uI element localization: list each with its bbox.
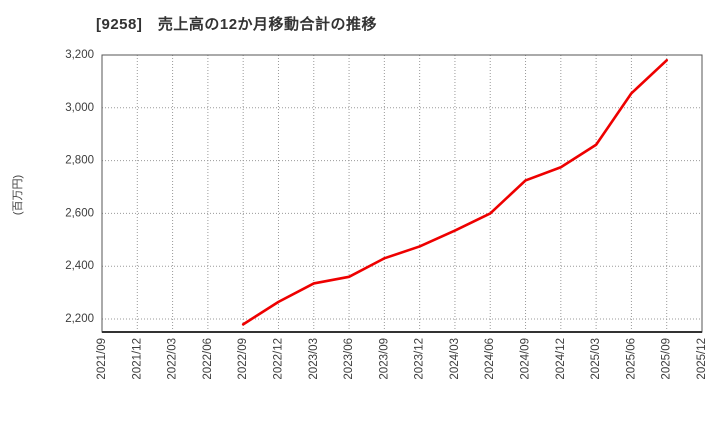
gridlines	[101, 54, 703, 332]
svg-text:2022/03: 2022/03	[167, 338, 179, 380]
x-tick-labels: 2021/09 2021/12 2022/03 2022/06 2022/09 2022/…	[96, 338, 708, 380]
svg-text:2025/12: 2025/12	[696, 338, 708, 380]
svg-text:2024/09: 2024/09	[520, 338, 532, 380]
svg-text:3,000: 3,000	[65, 102, 94, 114]
svg-text:2024/06: 2024/06	[484, 338, 496, 380]
svg-text:2022/06: 2022/06	[202, 338, 214, 380]
data-series	[241, 58, 669, 326]
plot-frame	[101, 54, 703, 333]
svg-text:2022/09: 2022/09	[237, 338, 249, 380]
svg-text:2023/03: 2023/03	[308, 338, 320, 380]
svg-text:2023/06: 2023/06	[343, 338, 355, 380]
svg-text:2024/03: 2024/03	[449, 338, 461, 380]
svg-text:3,200: 3,200	[65, 49, 94, 61]
svg-text:2,400: 2,400	[65, 260, 94, 272]
svg-text:2022/12: 2022/12	[272, 338, 284, 380]
svg-text:2,600: 2,600	[65, 207, 94, 219]
svg-text:2025/03: 2025/03	[590, 338, 602, 380]
svg-text:2021/09: 2021/09	[96, 338, 108, 380]
svg-text:2023/12: 2023/12	[414, 338, 426, 380]
svg-text:2023/09: 2023/09	[378, 338, 390, 380]
y-tick-labels: 2,200 2,400 2,600 2,800 3,000 3,200	[65, 49, 94, 325]
chart-title: [9258] 売上高の12か月移動合計の推移	[96, 16, 378, 33]
svg-text:2024/12: 2024/12	[555, 338, 567, 380]
svg-text:2,800: 2,800	[65, 155, 94, 167]
svg-text:2,200: 2,200	[65, 313, 94, 325]
svg-text:2025/09: 2025/09	[661, 338, 673, 380]
svg-text:2021/12: 2021/12	[131, 338, 143, 380]
svg-text:2025/06: 2025/06	[625, 338, 637, 380]
